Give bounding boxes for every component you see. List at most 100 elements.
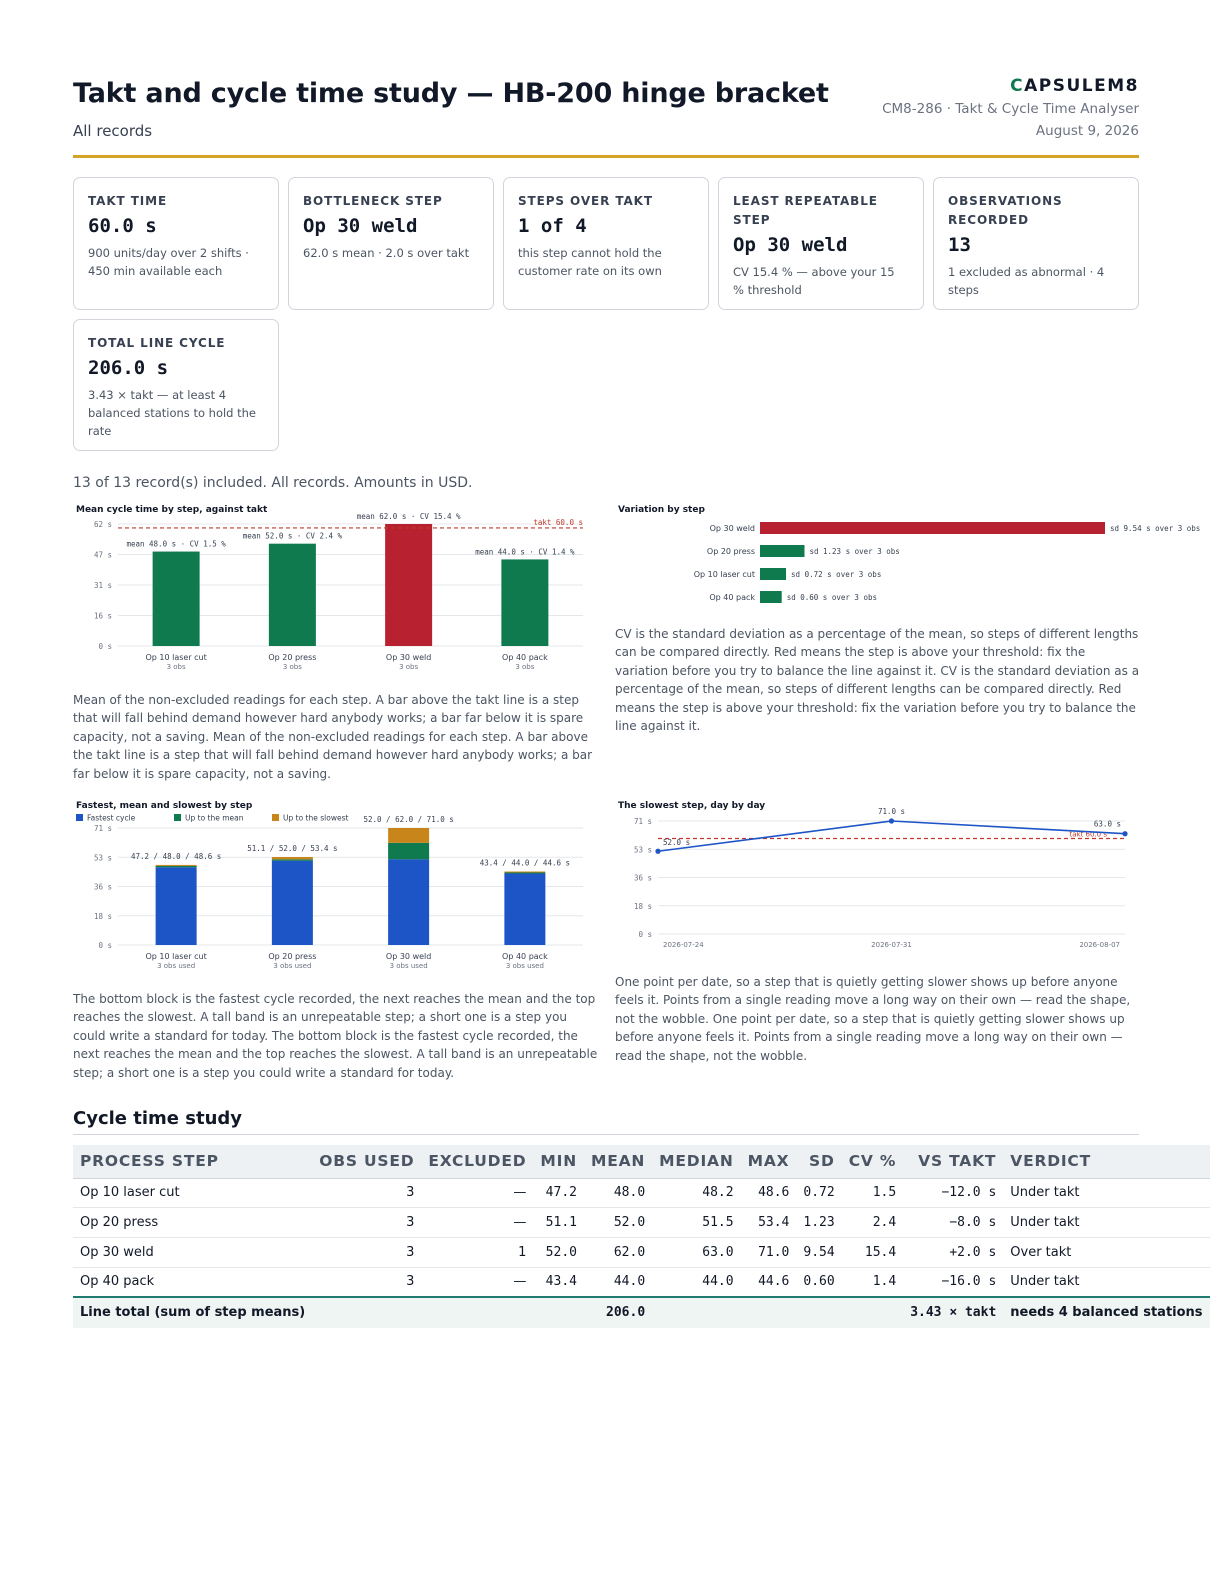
card-value: Op 30 weld xyxy=(733,234,848,256)
cell-min: 51.1 xyxy=(533,1207,584,1238)
y-tick-label: 0 s xyxy=(638,930,652,939)
legend-label: Up to the mean xyxy=(185,814,244,823)
cell-vs-takt: +2.0 s xyxy=(903,1237,1004,1268)
x-sub-label: 3 obs xyxy=(399,663,418,671)
chart-title: Variation by step xyxy=(618,505,705,515)
bar xyxy=(760,591,782,603)
chart-title: Mean cycle time by step, against takt xyxy=(76,505,268,515)
x-category-label: Op 10 laser cut xyxy=(145,952,206,961)
cell-vs-takt: −16.0 s xyxy=(903,1267,1004,1298)
cell-median: 48.2 xyxy=(652,1178,741,1209)
cell-cv: 2.4 xyxy=(841,1207,904,1238)
report-subtitle: All records xyxy=(73,122,153,140)
cell-step: Op 30 weld xyxy=(73,1237,313,1268)
cell-sd: 1.23 xyxy=(796,1207,842,1238)
x-sub-label: 3 obs used xyxy=(157,962,195,970)
cell-mean: 52.0 xyxy=(583,1207,653,1238)
section-title: Cycle time study xyxy=(73,1108,243,1129)
bar-segment-to-slowest xyxy=(155,864,197,866)
x-sub-label: 3 obs xyxy=(283,663,302,671)
takt-label: takt 60.0 s xyxy=(533,518,583,527)
table-total-row: Line total (sum of step means) 206.0 3.4… xyxy=(73,1295,1210,1328)
card-label: LEAST REPEATABLE STEP xyxy=(733,194,878,227)
kpi-card-total-line-cycle: TOTAL LINE CYCLE 206.0 s 3.43 × takt — a… xyxy=(73,319,279,451)
cell-obs: 3 xyxy=(312,1237,422,1268)
cell-max: 48.6 xyxy=(740,1178,797,1209)
kpi-card-steps-over-takt: STEPS OVER TAKT 1 of 4 this step cannot … xyxy=(503,177,709,310)
bar-segment-to-mean xyxy=(271,859,313,861)
mean-cycle-chart: Mean cycle time by step, against takt 0 … xyxy=(73,500,588,680)
col-max: MAX xyxy=(740,1145,797,1179)
cell-mean: 48.0 xyxy=(583,1178,653,1209)
card-note: 3.43 × takt — at least 4 balanced statio… xyxy=(88,388,257,438)
x-category-label: Op 40 pack xyxy=(502,952,548,961)
cell-cv: 1.4 xyxy=(841,1267,904,1298)
kpi-card-takt-time: TAKT TIME 60.0 s 900 units/day over 2 sh… xyxy=(73,177,279,310)
x-category-label: Op 20 press xyxy=(268,952,316,961)
variation-chart-description: CV is the standard deviation as a percen… xyxy=(615,627,1140,734)
cell-verdict: Under takt xyxy=(1003,1207,1210,1238)
table-row: Op 40 pack 3 — 43.4 44.0 44.0 44.6 0.60 … xyxy=(73,1267,1210,1298)
range-chart: Fastest, mean and slowest by step Fastes… xyxy=(73,796,588,976)
legend-swatch xyxy=(174,814,181,821)
cell-sd: 0.60 xyxy=(796,1267,842,1298)
cell-max: 44.6 xyxy=(740,1267,797,1298)
cell-step: Op 20 press xyxy=(73,1207,313,1238)
cell-cv: 1.5 xyxy=(841,1178,904,1209)
kpi-card-observations: OBSERVATIONS RECORDED 13 1 excluded as a… xyxy=(933,177,1139,310)
y-tick-label: 36 s xyxy=(94,883,112,892)
bar-data-label: mean 52.0 s · CV 2.4 % xyxy=(243,532,343,541)
total-empty xyxy=(533,1295,584,1328)
cell-step: Op 40 pack xyxy=(73,1267,313,1298)
col-verdict: VERDICT xyxy=(1003,1145,1210,1179)
cell-obs: 3 xyxy=(312,1178,422,1209)
bar-data-label: 43.4 / 44.0 / 44.6 s xyxy=(480,859,570,868)
x-sub-label: 3 obs used xyxy=(273,962,311,970)
total-empty xyxy=(421,1295,534,1328)
cell-obs: 3 xyxy=(312,1207,422,1238)
y-category-label: Op 40 pack xyxy=(709,593,755,602)
trend-point xyxy=(888,818,895,824)
point-label: 71.0 s xyxy=(878,807,905,816)
bar-segment-to-mean xyxy=(155,865,197,868)
bar xyxy=(760,568,787,580)
cell-sd: 0.72 xyxy=(796,1178,842,1209)
cell-max: 53.4 xyxy=(740,1207,797,1238)
total-empty xyxy=(652,1295,741,1328)
y-tick-label: 71 s xyxy=(634,817,652,826)
card-note: 900 units/day over 2 shifts · 450 min av… xyxy=(88,246,249,278)
legend-label: Up to the slowest xyxy=(283,814,348,823)
trend-chart-svg: The slowest step, day by day 0 s 18 s 36 s… xyxy=(618,801,1128,949)
trend-point xyxy=(1122,831,1128,837)
legend-swatch xyxy=(272,814,279,821)
col-process-step: PROCESS STEP xyxy=(73,1145,313,1179)
bar-data-label: 52.0 / 62.0 / 71.0 s xyxy=(363,815,453,824)
x-category-label: Op 10 laser cut xyxy=(145,653,206,662)
y-tick-label: 31 s xyxy=(94,581,112,590)
mean-chart-description: Mean of the non-excluded readings for ea… xyxy=(73,693,593,781)
cell-cv: 15.4 xyxy=(841,1237,904,1268)
cell-mean: 44.0 xyxy=(583,1267,653,1298)
cell-min: 52.0 xyxy=(533,1237,584,1268)
y-tick-label: 0 s xyxy=(98,642,112,651)
bar-segment-to-mean xyxy=(388,842,430,860)
bar-data-label: sd 1.23 s over 3 obs xyxy=(809,547,899,556)
bar-segment-to-slowest xyxy=(388,828,430,843)
col-cv: CV % xyxy=(841,1145,904,1179)
bar-segment-to-mean xyxy=(504,872,546,874)
card-label: TOTAL LINE CYCLE xyxy=(88,336,226,350)
card-value: 60.0 s xyxy=(88,215,157,237)
report-date: August 9, 2026 xyxy=(1035,123,1139,139)
x-tick-label: 2026-07-24 xyxy=(663,941,704,949)
x-sub-label: 3 obs used xyxy=(506,962,544,970)
cycle-time-table: PROCESS STEP OBS USED EXCLUDED MIN MEAN … xyxy=(73,1145,1210,1328)
cell-sd: 9.54 xyxy=(796,1237,842,1268)
cell-median: 63.0 xyxy=(652,1237,741,1268)
y-tick-label: 36 s xyxy=(634,874,652,883)
bar-data-label: mean 44.0 s · CV 1.4 % xyxy=(475,547,575,556)
col-vs-takt: VS TAKT xyxy=(903,1145,1004,1179)
cell-min: 43.4 xyxy=(533,1267,584,1298)
variation-chart: Variation by step Op 30 weld sd 9.54 s ov… xyxy=(615,500,1200,610)
cell-mean: 62.0 xyxy=(583,1237,653,1268)
card-note: this step cannot hold the customer rate … xyxy=(518,246,662,278)
